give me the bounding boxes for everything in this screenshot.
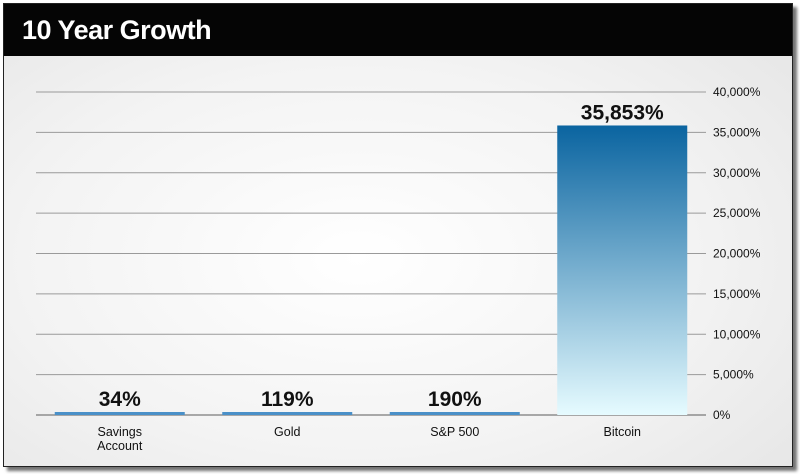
y-tick-label: 0% [713,408,731,422]
data-label: 119% [261,388,314,411]
labels: 0% 5,000% 10,000% 15,000% 20,000% 25,000% 30,0… [97,85,761,453]
bar-s-p-500 [389,412,520,415]
x-tick-label: S&P 500 [430,425,479,439]
data-label: 190% [428,388,482,411]
x-tick-label: Gold [274,425,300,439]
y-tick-label: 20,000% [713,247,761,261]
x-tick-label: Savings Account [97,425,143,453]
bar-bitcoin [557,125,688,415]
data-label: 35,853% [581,101,664,124]
y-tick-label: 10,000% [713,327,761,341]
y-tick-label: 35,000% [713,125,761,139]
y-tick-label: 40,000% [713,85,761,99]
y-tick-label: 5,000% [713,368,754,382]
bars [54,125,688,415]
y-tick-label: 15,000% [713,287,761,301]
x-tick-label: Bitcoin [603,425,641,439]
y-tick-label: 30,000% [713,166,761,180]
title-bar: 10 Year Growth [4,4,792,56]
bar-gold [222,412,353,415]
y-tick-label: 25,000% [713,206,761,220]
bar-chart: 0% 5,000% 10,000% 15,000% 20,000% 25,000% 30,0… [36,85,761,453]
chart-frame: 10 Year Growth 0% 5,000% 10,000% 15,000% 20,… [3,3,793,467]
chart-title: 10 Year Growth [22,15,212,45]
bar-savings-account [54,412,185,415]
data-label: 34% [99,388,141,411]
